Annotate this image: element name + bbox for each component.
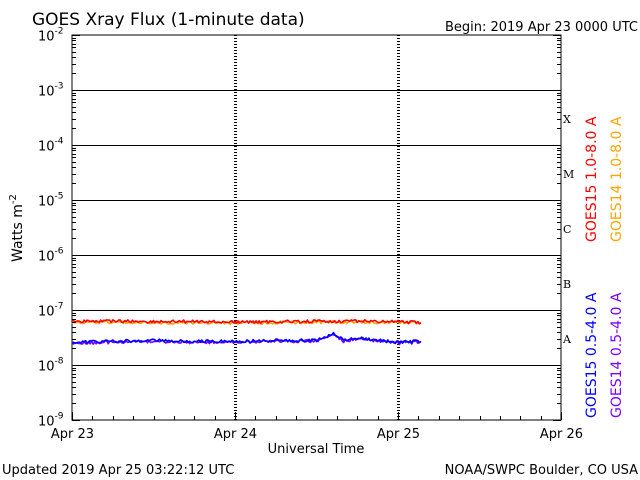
- y-tick-label-exponent: -7: [55, 302, 64, 312]
- y-tick-label-exponent: -4: [55, 137, 64, 147]
- updated-timestamp: Updated 2019 Apr 25 03:22:12 UTC: [2, 463, 234, 478]
- legend-entry: GOES15 1.0-8.0 A: [584, 116, 600, 242]
- day-separator-lines: [234, 35, 400, 420]
- y-axis-title: Watts m-2: [8, 194, 26, 262]
- y-tick-label-exponent: -3: [55, 82, 64, 92]
- x-tick-label: Apr 26: [540, 427, 583, 442]
- legend: GOES15 1.0-8.0 A GOES14 1.0-8.0 A GOES15 0…: [584, 116, 625, 418]
- series-layer: [71, 318, 422, 346]
- y-tick-label: 10-5: [38, 192, 64, 210]
- y-tick-label-base: 10: [38, 195, 55, 210]
- y-tick-label-base: 10: [38, 360, 55, 375]
- y-tick-label: 10-4: [38, 137, 64, 155]
- horizontal-gridlines: [72, 90, 561, 366]
- series-line: [71, 331, 422, 345]
- x-tick-label: Apr 24: [214, 427, 257, 442]
- flare-class-labels: X M C B A: [562, 113, 574, 346]
- plot-frame: [71, 34, 562, 421]
- y-tick-label: 10-9: [38, 412, 64, 430]
- legend-entry: GOES15 0.5-4.0 A: [584, 292, 600, 418]
- y-tick-label-exponent: -8: [55, 357, 64, 367]
- x-axis-title: Universal Time: [268, 442, 365, 457]
- y-tick-label-exponent: -9: [55, 412, 64, 422]
- flare-class-label: B: [563, 278, 571, 291]
- flare-class-label: X: [563, 113, 571, 126]
- y-tick-label: 10-7: [38, 302, 64, 320]
- y-tick-label: 10-6: [38, 247, 64, 265]
- y-tick-label-exponent: -6: [55, 247, 64, 257]
- legend-entry: GOES14 1.0-8.0 A: [609, 116, 625, 242]
- y-tick-label-base: 10: [38, 250, 55, 265]
- x-tick-label: Apr 25: [377, 427, 420, 442]
- y-tick-label-exponent: -5: [55, 192, 64, 202]
- y-axis-title-text: Watts m: [10, 204, 26, 262]
- flare-class-label: M: [563, 168, 574, 181]
- x-tick-label: Apr 23: [51, 427, 94, 442]
- y-tick-label-base: 10: [38, 85, 55, 100]
- y-tick-label-base: 10: [38, 30, 55, 45]
- flare-class-label: C: [563, 223, 571, 236]
- y-tick-label-base: 10: [38, 305, 55, 320]
- data-source-credit: NOAA/SWPC Boulder, CO USA: [445, 463, 638, 478]
- begin-time-label: Begin: 2019 Apr 23 0000 UTC: [445, 20, 638, 35]
- y-tick-label-base: 10: [38, 140, 55, 155]
- plot-area: [71, 34, 562, 421]
- y-tick-label: 10-8: [38, 357, 64, 375]
- y-axis: 10-210-310-410-510-610-710-810-9: [38, 27, 561, 430]
- y-tick-label: 10-3: [38, 82, 64, 100]
- x-axis: Apr 23 Apr 24 Apr 25 Apr 26: [51, 412, 583, 442]
- legend-entry: GOES14 0.5-4.0 A: [609, 292, 625, 418]
- flare-class-label: A: [562, 333, 572, 346]
- y-axis-title-exponent: -2: [8, 194, 19, 204]
- y-tick-label-base: 10: [38, 415, 55, 430]
- y-tick-label: 10-2: [38, 27, 64, 45]
- y-tick-label-exponent: -2: [55, 27, 64, 37]
- chart-title: GOES Xray Flux (1-minute data): [32, 10, 305, 30]
- series-line: [71, 318, 422, 325]
